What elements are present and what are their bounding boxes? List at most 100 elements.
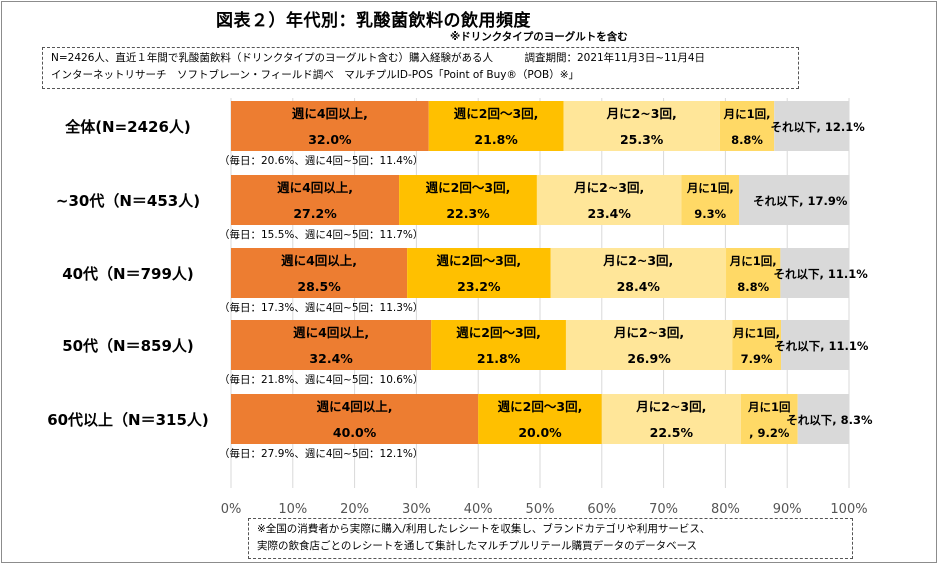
x-tick-label: 100% [830,502,867,517]
data-label: 28.5% [297,279,341,294]
data-label: 32.0% [308,132,352,147]
survey-note-line-2: インターネットリサーチ ソフトブレーン・フィールド調べ マルチプルID-POS「… [51,69,580,81]
source-note-line-2: 実際の飲食店ごとのレシートを通して集計したマルチプルリテール購買データのデータベ… [257,540,698,552]
bar-segment [478,394,602,444]
data-label: 23.2% [457,279,501,294]
data-label: 32.4% [309,351,353,366]
chart-subtitle: ※ドリンクタイプのヨーグルトを含む [450,31,628,43]
data-label: 23.4% [588,206,632,221]
data-label: 月に1回 [747,400,791,414]
x-tick-label: 80% [711,502,740,517]
bar-segment [399,175,537,225]
x-tick-label: 50% [526,502,555,517]
data-label: 月に2~3回, [635,399,706,414]
data-label: それ以下, 11.1% [774,339,869,353]
x-tick-label: 10% [278,502,307,517]
sub-note: （毎日：15.5%、週に4回~5回：11.7%） [219,228,423,241]
category-label: 50代（N＝859人) [62,337,194,355]
x-tick-label: 40% [464,502,493,517]
x-tick-label: 20% [340,502,369,517]
category-label: ~30代（N＝453人) [56,192,200,210]
data-label: 8.8% [731,133,763,147]
bar-segment [231,320,432,370]
data-label: 25.3% [620,132,664,147]
sub-note: （毎日：21.8%、週に4回~5回：10.6%） [219,373,423,386]
data-label: 週に4回以上, [292,106,368,121]
source-note-box: ※全国の消費者から実際に購入/利用したレシートを収集し、ブランドカテゴリや利用サ… [248,518,853,559]
data-label: 21.8% [474,132,518,147]
bar-segment [231,394,479,444]
data-label: 月に2~3回, [606,106,677,121]
bar-segment [231,101,429,151]
category-label: 60代以上（N＝315人) [47,411,209,429]
bar-segment [428,101,564,151]
data-label: 9.3% [694,207,726,221]
survey-note-line-1: N=2426人、直近１年間で乳酸菌飲料（ドリンクタイプのヨーグルト含む）購入経験… [51,52,706,64]
data-label: 月に1回, [732,326,780,340]
bar-segment [536,175,682,225]
bar-segment [726,248,781,298]
bar-segment [601,394,741,444]
data-label: 週に2回～3回, [426,180,511,195]
bar-segment [563,101,720,151]
data-label: 28.4% [617,279,661,294]
bar-segment [407,248,551,298]
data-label: それ以下, 8.3% [786,413,873,427]
data-label: 週に4回以上, [277,180,353,195]
category-label: 全体(N=2426人) [64,118,191,136]
data-label: 週に2回～3回, [498,399,583,414]
data-label: 22.5% [650,425,694,440]
data-label: それ以下, 11.1% [774,267,869,281]
data-label: 26.9% [627,351,671,366]
data-label: 月に1回, [723,107,771,121]
bar-segment [774,101,849,151]
x-tick-label: 70% [649,502,678,517]
bar-segment [780,248,849,298]
bar-segment [431,320,566,370]
x-tick-label: 0% [221,502,242,517]
bar-segment [719,101,775,151]
bar-segment [565,320,733,370]
data-label: 20.0% [518,425,562,440]
category-label: 40代（N＝799人) [62,265,194,283]
data-label: 月に1回, [686,181,734,195]
data-label: 40.0% [333,425,377,440]
sub-note: （毎日：17.3%、週に4回~5回：11.3%） [219,301,423,314]
bar-segment [797,394,849,444]
data-label: それ以下, 17.9% [753,194,848,208]
data-label: 27.2% [293,206,337,221]
data-label: , 9.2% [749,426,790,440]
bar-segment [231,248,408,298]
bar-segment [732,320,782,370]
data-label: 月に1回, [729,254,777,268]
data-label: 8.8% [737,280,769,294]
chart-title: 図表２）年代別：乳酸菌飲料の飲用頻度 [216,11,531,31]
data-label: 22.3% [446,206,490,221]
bar-segment [740,394,798,444]
bar-segment [231,175,400,225]
data-label: 週に2回～3回, [454,106,539,121]
bar-segment [781,320,850,370]
source-note-line-1: ※全国の消費者から実際に購入/利用したレシートを収集し、ブランドカテゴリや利用サ… [257,523,711,535]
data-label: 週に4回以上, [293,325,369,340]
data-label: 月に2~3回, [602,253,673,268]
x-tick-label: 60% [587,502,616,517]
sub-note: （毎日：20.6%、週に4回~5回：11.4%） [219,154,423,167]
x-tick-label: 90% [773,502,802,517]
data-label: 週に4回以上, [281,253,357,268]
bar-segment [681,175,739,225]
data-label: 週に2回～3回, [456,325,541,340]
data-label: 7.9% [741,352,773,366]
data-label: 月に2~3回, [613,325,684,340]
sub-note: （毎日：27.9%、週に4回~5回：12.1%） [219,447,423,460]
survey-note-box: N=2426人、直近１年間で乳酸菌飲料（ドリンクタイプのヨーグルト含む）購入経験… [42,47,799,89]
bar-segment [738,175,850,225]
data-label: 21.8% [477,351,521,366]
data-label: 週に2回～3回, [436,253,521,268]
data-label: 月に2~3回, [573,180,644,195]
bar-segment [550,248,727,298]
data-label: それ以下, 12.1% [770,120,865,134]
x-tick-label: 30% [402,502,431,517]
